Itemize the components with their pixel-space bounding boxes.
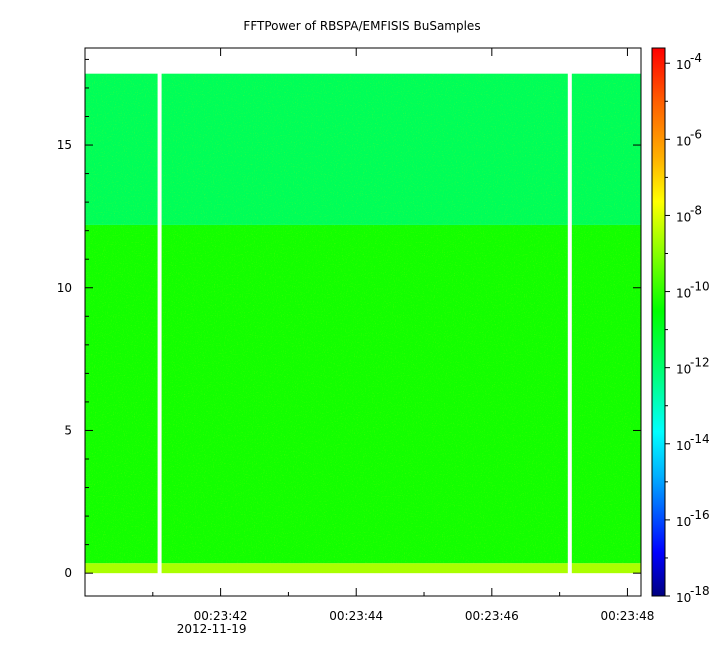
colorbar-tick-base: 10 [676,210,691,224]
colorbar-tick-exponent: -16 [690,508,710,522]
colorbar-tick-exponent: -4 [690,51,702,65]
plot-frame [84,47,642,597]
plot-area [85,48,641,596]
data-gap-1 [567,48,572,596]
x-tick-label: 00:23:48 [600,609,654,623]
colorbar-tick-exponent: -12 [690,356,710,370]
y-tick-label: 10 [57,281,72,295]
x-tick-label: 00:23:46 [465,609,519,623]
colorbar-tick-exponent: -18 [690,584,710,598]
colorbar-tick-base: 10 [676,363,691,377]
colorbar-tick-exponent: -6 [690,127,702,141]
y-tick-label: 5 [64,423,72,437]
colorbar-tick-base: 10 [676,287,691,301]
y-tick-label: 15 [57,138,72,152]
colorbar-tick-base: 10 [676,515,691,529]
colorbar [651,47,666,597]
chart-title: FFTPower of RBSPA/EMFISIS BuSamples [243,19,480,33]
noise-texture [85,73,641,574]
colorbar-tick-exponent: -8 [690,203,702,217]
colorbar-tick-base: 10 [676,58,691,72]
x-tick-label: 00:23:42 [194,609,248,623]
colorbar-tick-base: 10 [676,134,691,148]
y-tick-label: 0 [64,566,72,580]
y-axis: 0 5 10 15 [57,58,641,580]
colorbar-tick-exponent: -10 [690,280,710,294]
data-gap-0 [157,48,162,596]
x-tick-date-label: 2012-11-19 [177,622,247,636]
colorbar-tick-base: 10 [676,591,691,605]
x-tick-label: 00:23:44 [329,609,383,623]
colorbar-tick-base: 10 [676,439,691,453]
colorbar-tick-exponent: -14 [690,432,710,446]
